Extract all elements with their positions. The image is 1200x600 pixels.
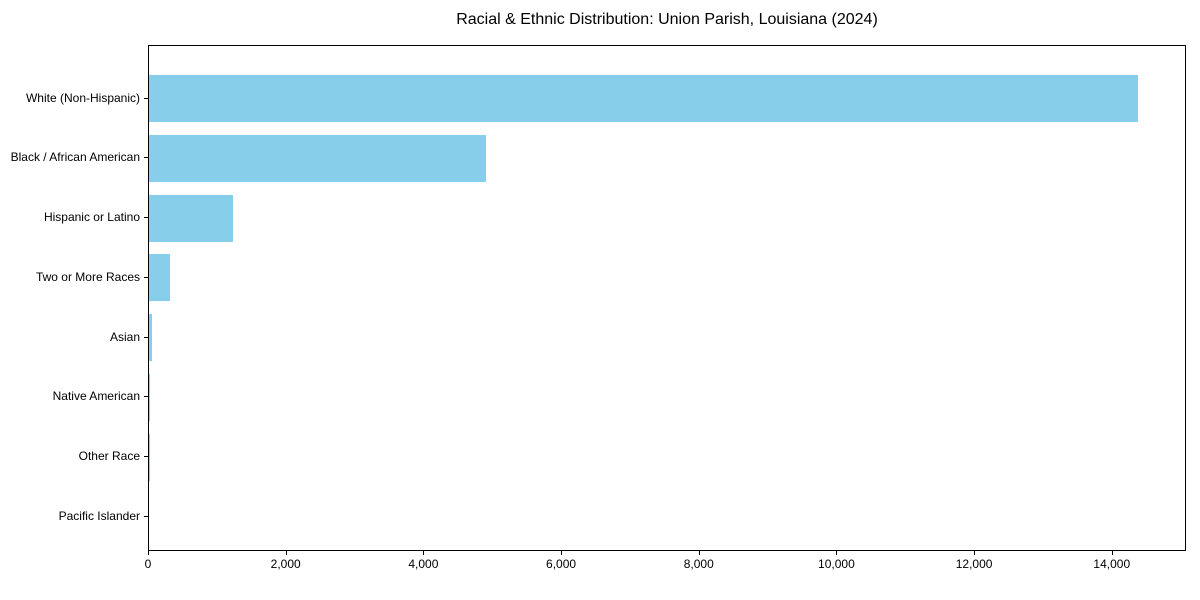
x-tick-label: 10,000 xyxy=(818,557,855,571)
y-tick-label: Other Race xyxy=(78,449,140,464)
bar-native-american xyxy=(149,373,150,421)
x-tick-label: 6,000 xyxy=(546,557,577,571)
chart-title: Racial & Ethnic Distribution: Union Pari… xyxy=(456,11,878,28)
x-tick-mark xyxy=(285,551,287,555)
x-tick-mark xyxy=(1111,551,1113,555)
x-tick-label: 2,000 xyxy=(270,557,301,571)
x-tick-label: 14,000 xyxy=(1093,557,1131,571)
bar-white-non-hispanic xyxy=(149,75,1138,122)
x-tick-mark xyxy=(423,551,425,555)
y-tick-label: Hispanic or Latino xyxy=(43,210,140,225)
y-tick-label: White (Non-Hispanic) xyxy=(25,90,140,105)
y-tick-mark xyxy=(144,456,148,458)
x-tick-mark xyxy=(148,551,149,555)
y-tick-label: Black / African American xyxy=(10,150,140,165)
x-tick-mark xyxy=(698,551,700,555)
y-tick-mark xyxy=(144,276,148,278)
y-tick-label: Asian xyxy=(109,329,140,344)
bar-two-or-more-races xyxy=(149,254,170,302)
x-tick-mark xyxy=(836,551,838,555)
x-tick-mark xyxy=(974,551,976,555)
bar-asian xyxy=(149,314,153,362)
y-tick-mark xyxy=(144,336,148,338)
y-tick-mark xyxy=(144,157,148,159)
x-tick-label: 12,000 xyxy=(955,557,993,571)
y-tick-label: Pacific Islander xyxy=(58,509,140,524)
x-tick-label: 8,000 xyxy=(683,557,714,571)
x-tick-label: 4,000 xyxy=(408,557,439,571)
x-tick-label: 0 xyxy=(144,557,152,571)
y-tick-mark xyxy=(144,217,148,219)
plot-area xyxy=(148,45,1186,551)
y-tick-label: Two or More Races xyxy=(35,269,140,284)
y-tick-mark xyxy=(144,516,148,518)
bar-hispanic-or-latino xyxy=(149,194,233,242)
y-tick-label: Native American xyxy=(52,389,140,404)
y-tick-mark xyxy=(144,97,148,99)
y-tick-mark xyxy=(144,396,148,398)
x-tick-mark xyxy=(561,551,563,555)
bar-black-african-american xyxy=(149,134,486,182)
